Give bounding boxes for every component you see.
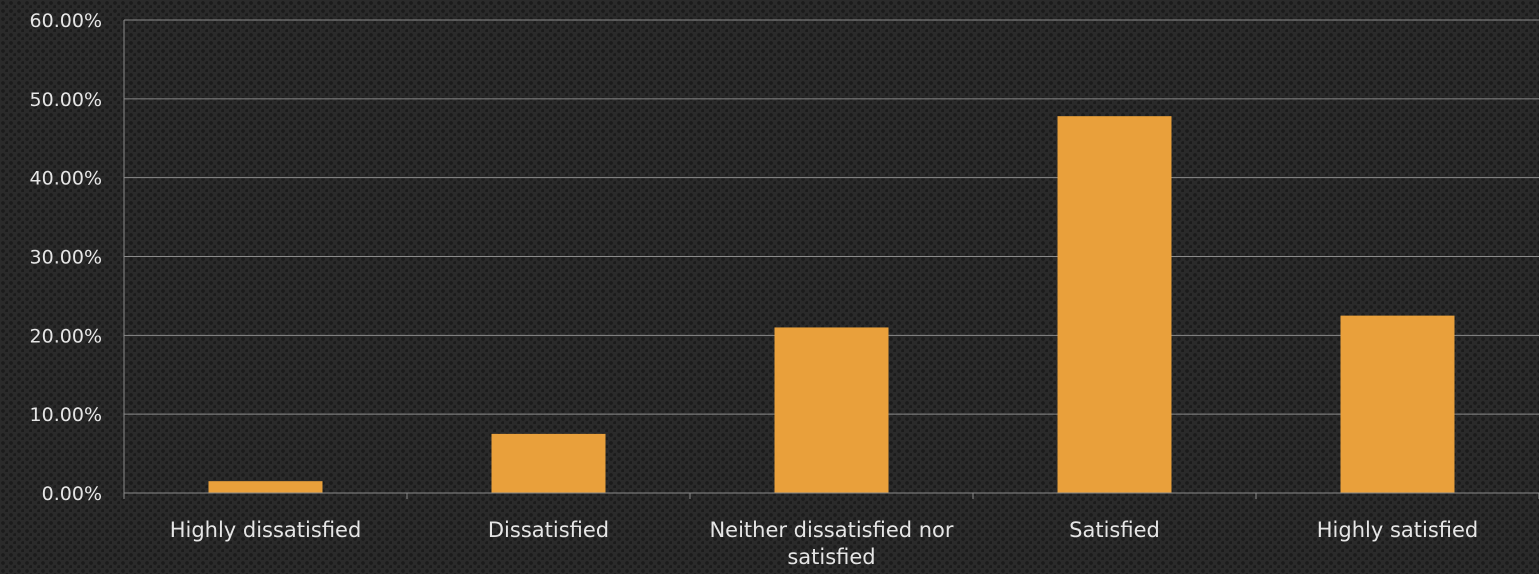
bar — [1057, 116, 1172, 493]
bar — [774, 327, 889, 493]
x-category-label: Neither dissatisfied nor satisfied — [709, 518, 953, 569]
x-category-label-line: Neither dissatisfied nor — [709, 518, 953, 542]
x-category-label: Dissatisfied — [488, 518, 609, 542]
y-tick-label: 40.00% — [30, 168, 102, 190]
bar — [208, 481, 323, 493]
x-category-label: Satisfied — [1069, 518, 1160, 542]
bar — [1340, 315, 1455, 493]
y-tick-label: 60.00% — [30, 10, 102, 32]
x-category-label: Highly dissatisfied — [170, 518, 362, 542]
y-tick-label: 20.00% — [30, 325, 102, 347]
x-category-label-line: Dissatisfied — [488, 518, 609, 542]
bar — [491, 433, 606, 493]
y-tick-label: 30.00% — [30, 247, 102, 269]
y-tick-label: 50.00% — [30, 89, 102, 111]
x-category-label: Highly satisfied — [1317, 518, 1479, 542]
x-category-label-line: satisfied — [787, 545, 875, 569]
gridlines — [124, 19, 1539, 415]
x-axis-category-labels: Highly dissatisfied Dissatisfied Neither d… — [170, 518, 1479, 569]
bars — [208, 116, 1455, 493]
y-tick-label: 10.00% — [30, 404, 102, 426]
x-category-label-line: Highly dissatisfied — [170, 518, 362, 542]
y-axis-tick-labels: 0.00% 10.00% 20.00% 30.00% 40.00% 50.00% 60.00… — [30, 10, 102, 505]
x-category-label-line: Satisfied — [1069, 518, 1160, 542]
x-category-label-line: Highly satisfied — [1317, 518, 1479, 542]
y-tick-label: 0.00% — [42, 483, 102, 505]
x-axis — [123, 20, 1539, 499]
